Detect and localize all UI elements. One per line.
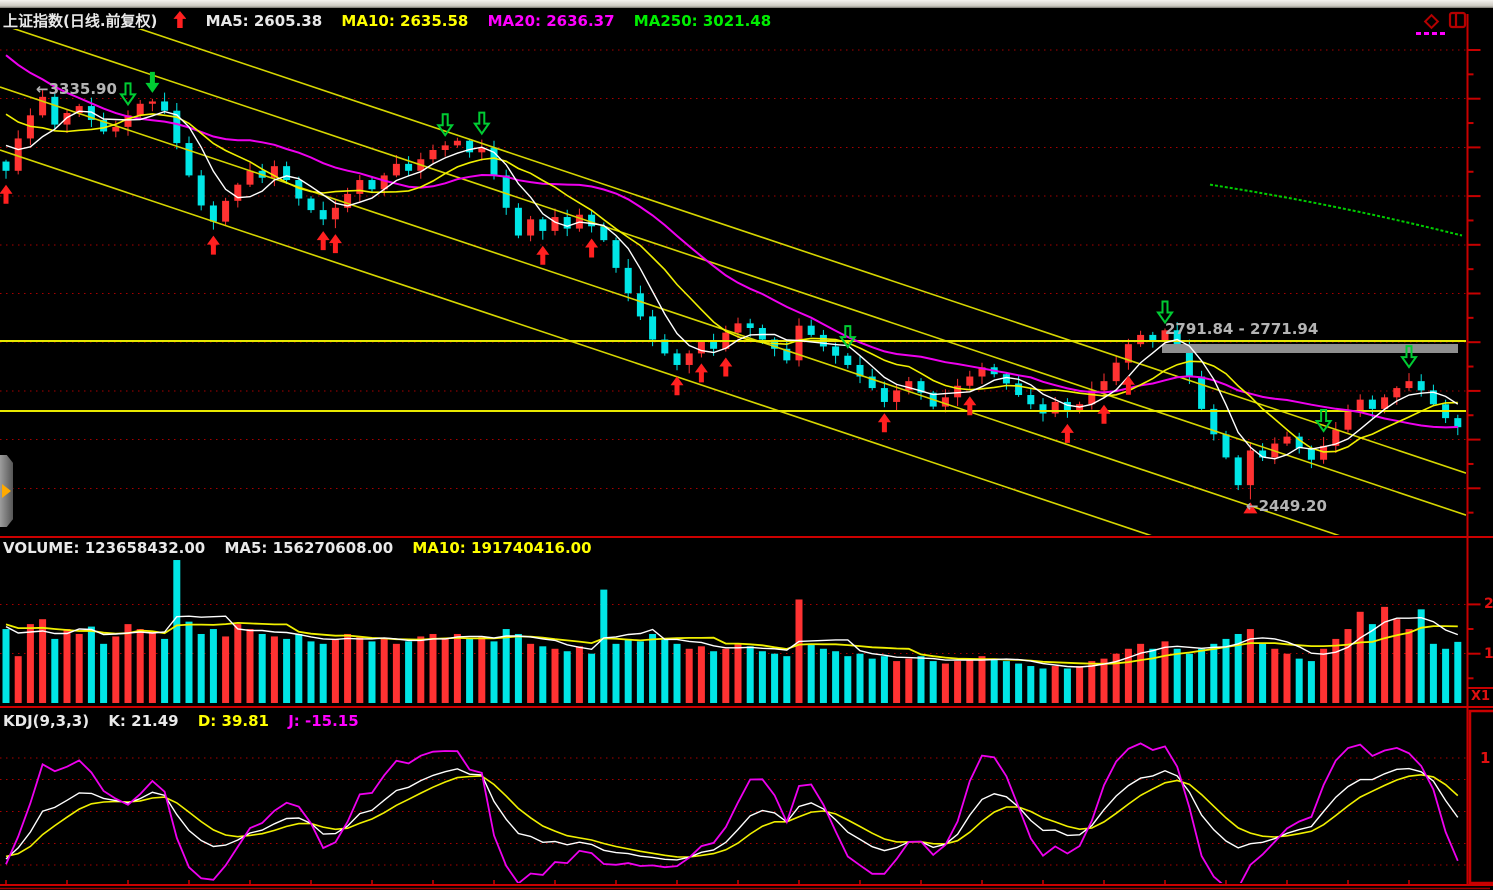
symbol-title: 上证指数(日线.前复权) xyxy=(3,12,158,30)
ma10-value[interactable]: MA10: 2635.58 xyxy=(341,12,469,30)
gap-range-label: 2791.84 - 2771.94 xyxy=(1165,320,1319,338)
volume-value: VOLUME: 123658432.00 xyxy=(3,539,206,557)
trend-up-icon xyxy=(173,11,187,28)
low-price-label: ←2449.20 xyxy=(1246,497,1327,515)
kdj-k-value: K: 21.49 xyxy=(108,712,179,730)
expand-arrow-icon xyxy=(2,484,11,498)
ma20-value[interactable]: MA20: 2636.37 xyxy=(487,12,615,30)
diamond-icon[interactable] xyxy=(1420,10,1442,32)
ma5-value[interactable]: MA5: 2605.38 xyxy=(205,12,323,30)
high-price-label: ←3335.90 xyxy=(36,80,117,98)
left-panel-expand-tab[interactable] xyxy=(0,455,13,527)
volume-axis-label-2: 2 xyxy=(1484,596,1493,612)
kdj-j-value: J: -15.15 xyxy=(288,712,359,730)
ma250-value[interactable]: MA250: 3021.48 xyxy=(633,12,772,30)
split-pane-icon[interactable] xyxy=(1448,10,1468,32)
volume-axis-label-1: 1 xyxy=(1484,646,1493,662)
volume-ma5-value[interactable]: MA5: 156270608.00 xyxy=(224,539,394,557)
window-titlebar xyxy=(0,0,1493,8)
chart-toolbar xyxy=(1416,10,1476,38)
volume-multiplier-button[interactable]: X1 xyxy=(1471,689,1491,704)
kdj-d-value: D: 39.81 xyxy=(197,712,269,730)
price-pane-header: 上证指数(日线.前复权) MA5: 2605.38 MA10: 2635.58 … xyxy=(3,10,785,31)
kdj-axis-label: 1 xyxy=(1480,749,1491,767)
kdj-title[interactable]: KDJ(9,3,3) xyxy=(3,712,90,730)
volume-ma10-value[interactable]: MA10: 191740416.00 xyxy=(412,539,592,557)
kdj-pane-header: KDJ(9,3,3) K: 21.49 D: 39.81 J: -15.15 xyxy=(3,712,373,730)
volume-pane-header: VOLUME: 123658432.00 MA5: 156270608.00 M… xyxy=(3,539,606,557)
magenta-dashes-decoration xyxy=(1416,32,1447,35)
